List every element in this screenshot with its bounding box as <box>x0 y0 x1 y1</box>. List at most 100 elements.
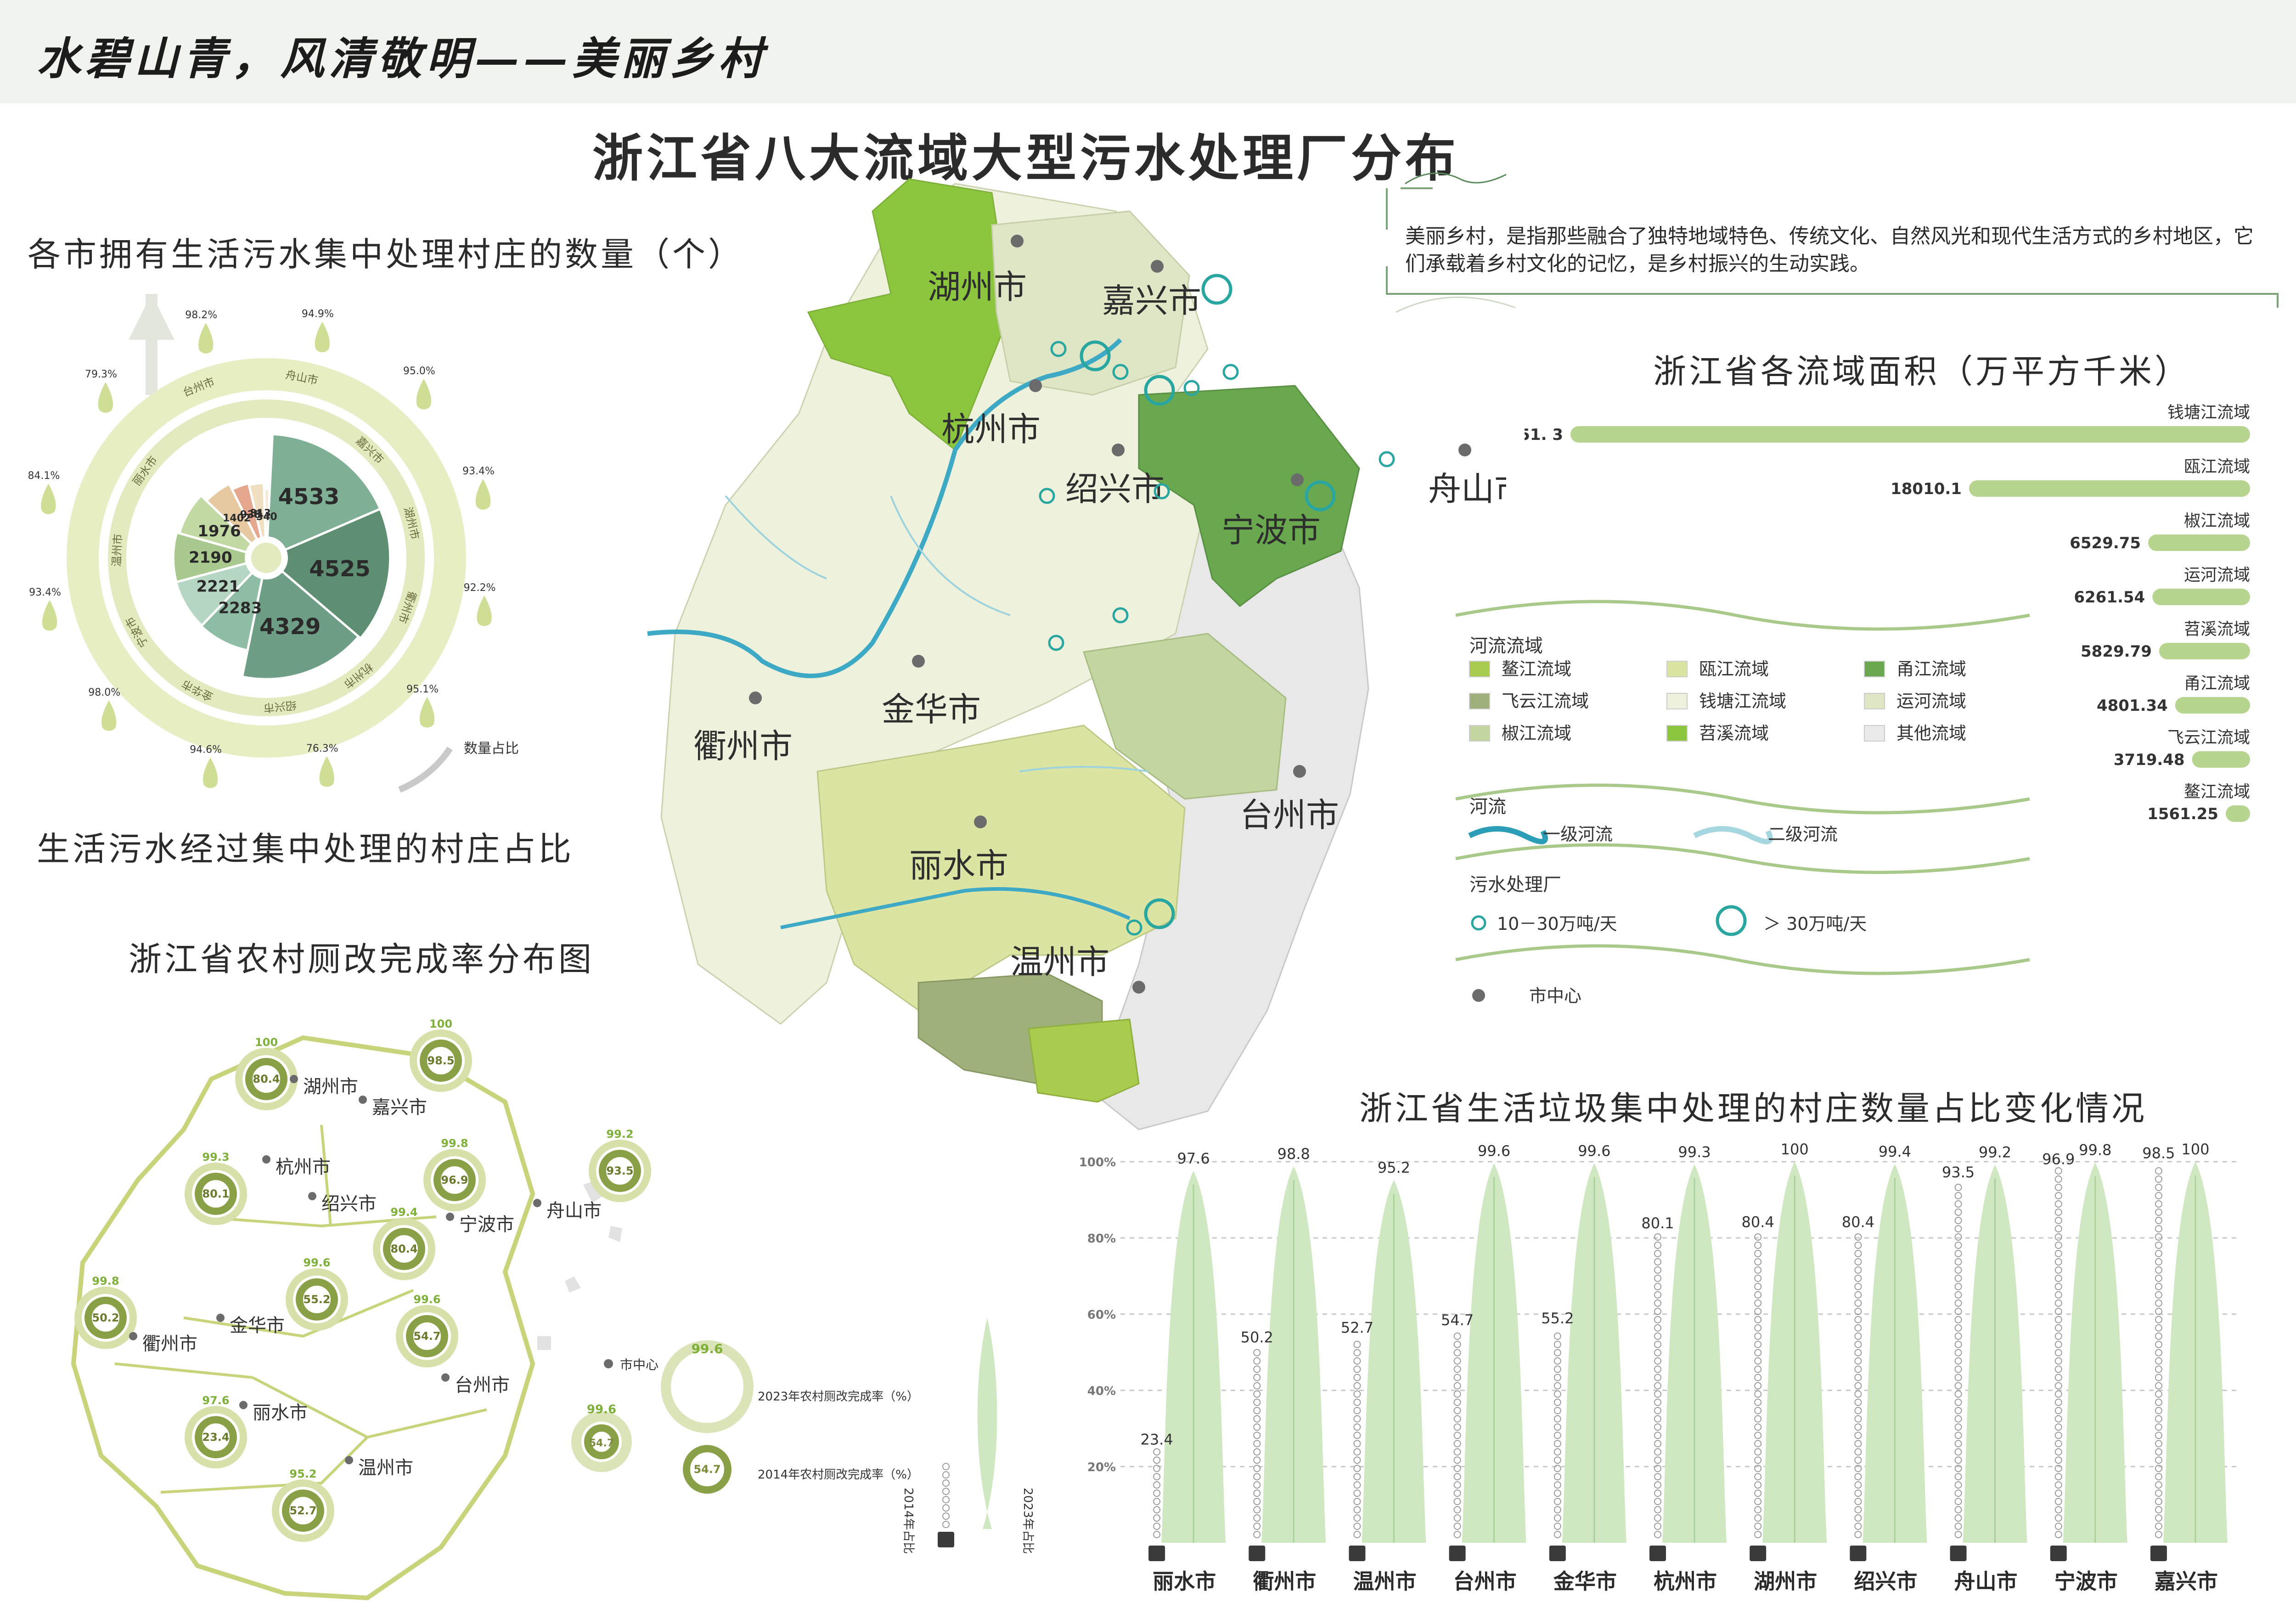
garbage-dot-2014 <box>1854 1250 1862 1257</box>
garbage-dot-2014 <box>1553 1490 1561 1497</box>
legend-basin-swatch <box>1864 693 1885 709</box>
toilet-value-2023: 100 <box>429 1018 452 1030</box>
garbage-dot-2014 <box>1153 1506 1161 1513</box>
garbage-dot-2014 <box>1153 1531 1161 1538</box>
basin-area-value: 43551. 3 <box>1525 426 1563 444</box>
garbage-dot-2014 <box>1754 1382 1762 1389</box>
garbage-dot-2014 <box>1453 1407 1461 1414</box>
toilet-city-label: 舟山市 <box>546 1200 602 1221</box>
garbage-legend-dot <box>942 1512 950 1520</box>
garbage-dot-2014 <box>1353 1357 1361 1365</box>
garbage-dot-2014 <box>1654 1291 1661 1299</box>
pie-slice-value: 2283 <box>219 599 262 618</box>
garbage-value-2023: 100 <box>2181 1141 2209 1158</box>
garbage-dot-2014 <box>2155 1366 2162 1373</box>
legend-basin-swatch <box>1864 725 1885 742</box>
pie-slice-value: 1402 <box>223 512 251 524</box>
garbage-dot-2014 <box>1453 1506 1461 1513</box>
garbage-dot-2014 <box>1854 1357 1862 1365</box>
garbage-dot-2014 <box>1253 1432 1261 1439</box>
basin-area-value: 6529.75 <box>2070 534 2141 552</box>
garbage-dot-2014 <box>1153 1481 1161 1489</box>
garbage-dot-2014 <box>1353 1490 1361 1497</box>
garbage-dot-2014 <box>1854 1390 1862 1398</box>
plant-small-2 <box>1112 364 1129 380</box>
garbage-dot-2014 <box>1954 1324 1962 1332</box>
garbage-dot-2014 <box>1754 1465 1762 1472</box>
garbage-dot-2014 <box>2054 1399 2062 1406</box>
garbage-dot-2014 <box>2054 1481 2062 1489</box>
garbage-dot-2014 <box>1253 1407 1261 1414</box>
garbage-dot-2014 <box>1954 1250 1962 1257</box>
basin-area-category: 运河流域 <box>2184 566 2250 585</box>
garbage-dot-2014 <box>2155 1440 2162 1447</box>
garbage-dot-2014 <box>1754 1399 1762 1406</box>
garbage-dot-2014 <box>1854 1490 1862 1497</box>
garbage-dot-2014 <box>1153 1523 1161 1530</box>
share-value: 95.0% <box>403 365 435 377</box>
intro-text: 美丽乡村，是指那些融合了独特地域特色、传统文化、自然风光和现代生活方式的乡村地区… <box>1405 225 2254 275</box>
garbage-dot-2014 <box>2155 1258 2162 1265</box>
garbage-dot-2014 <box>1854 1423 1862 1431</box>
pie-slice <box>264 507 392 640</box>
toilet-value-2023: 97.6 <box>202 1394 229 1407</box>
toilet-city-label: 杭州市 <box>276 1157 331 1178</box>
toilet-legend-2014-small: 54.7 <box>683 1445 732 1494</box>
garbage-dot-2014 <box>1253 1415 1261 1422</box>
garbage-dot-2014 <box>2054 1366 2062 1373</box>
pie-slice-value: 2221 <box>197 578 240 596</box>
garbage-dot-2014 <box>2155 1407 2162 1414</box>
garbage-dot-2014 <box>1754 1531 1762 1538</box>
share-drop-icon <box>416 378 431 410</box>
plant-small-10 <box>1126 919 1142 936</box>
toilet-legend-pin <box>604 1359 613 1368</box>
garbage-dot-2014 <box>1854 1341 1862 1348</box>
garbage-dot-2014 <box>1253 1481 1261 1489</box>
garbage-value-2023: 99.8 <box>2079 1141 2111 1159</box>
garbage-dot-2014 <box>1353 1448 1361 1456</box>
share-drop-icon <box>477 595 492 626</box>
toilet-city-pin <box>308 1192 316 1200</box>
garbage-dot-2014 <box>1654 1523 1661 1530</box>
garbage-dot-2014 <box>1854 1531 1862 1538</box>
garbage-ytick: 60% <box>1087 1308 1116 1322</box>
legend-basin-label: 钱塘江流域 <box>1699 691 1786 711</box>
garbage-value-2014: 80.1 <box>1641 1214 1674 1232</box>
toilet-ring-2014 <box>195 1416 237 1458</box>
garbage-dot-2014 <box>1954 1523 1962 1530</box>
garbage-dot-2014 <box>2054 1266 2062 1274</box>
garbage-dot-2014 <box>1854 1283 1862 1290</box>
map-label-taizhou: 台州市 <box>1240 796 1339 834</box>
legend-plant-title: 污水处理厂 <box>1469 874 1561 895</box>
garbage-dot-2014 <box>2155 1357 2162 1365</box>
garbage-dot-2014 <box>2155 1490 2162 1497</box>
legend-basin-label: 瓯江流域 <box>1699 659 1769 679</box>
garbage-dot-2014 <box>1654 1349 1661 1356</box>
garbage-dot-2014 <box>2155 1523 2162 1530</box>
garbage-dot-2014 <box>2155 1291 2162 1299</box>
garbage-dot-2014 <box>1553 1498 1561 1505</box>
garbage-dot-2014 <box>1253 1399 1261 1406</box>
garbage-dot-2014 <box>1654 1324 1661 1332</box>
garbage-dot-2014 <box>2155 1341 2162 1348</box>
garbage-dot-2014 <box>1954 1481 1962 1489</box>
garbage-dot-2014 <box>2054 1473 2062 1480</box>
garbage-dot-2014 <box>1253 1374 1261 1381</box>
garbage-dot-2014 <box>2155 1266 2162 1274</box>
toilet-legend-2023-value: 99.6 <box>691 1341 723 1356</box>
garbage-dot-2014 <box>1954 1440 1962 1447</box>
garbage-dot-2014 <box>1654 1250 1661 1257</box>
garbage-dot-2014 <box>1453 1333 1461 1340</box>
outer-ring <box>67 358 466 758</box>
garbage-dot-2014 <box>1553 1531 1561 1538</box>
garbage-dot-2014 <box>1954 1498 1962 1505</box>
garbage-dot-2014 <box>1754 1275 1762 1282</box>
basin-area-value: 3719.48 <box>2114 751 2185 769</box>
garbage-dot-2014 <box>1754 1423 1762 1431</box>
garbage-dot-2014 <box>1954 1465 1962 1472</box>
toilet-legend-small-value: 54.7 <box>693 1463 720 1476</box>
garbage-dot-2014 <box>1654 1407 1661 1414</box>
garbage-ytick: 40% <box>1087 1384 1116 1398</box>
toilet-legend-2023: 99.6 <box>661 1340 754 1433</box>
